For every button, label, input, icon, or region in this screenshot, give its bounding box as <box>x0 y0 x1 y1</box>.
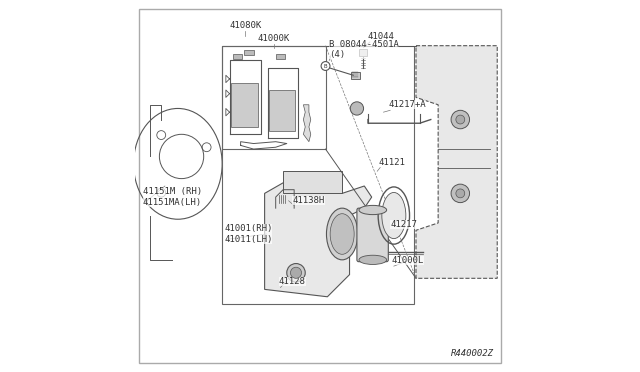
Text: B 08044-4501A
(4): B 08044-4501A (4) <box>329 40 399 59</box>
Text: 41000K: 41000K <box>258 34 290 43</box>
Text: 41138H: 41138H <box>292 196 324 205</box>
Ellipse shape <box>330 214 354 254</box>
Ellipse shape <box>359 205 387 215</box>
Circle shape <box>456 189 465 198</box>
Text: 41080K: 41080K <box>229 21 262 30</box>
Circle shape <box>451 110 470 129</box>
Text: 41151M (RH)
41151MA(LH): 41151M (RH) 41151MA(LH) <box>143 187 202 207</box>
Circle shape <box>350 102 364 115</box>
Text: 41121: 41121 <box>378 157 405 167</box>
Ellipse shape <box>382 192 406 238</box>
Polygon shape <box>416 46 497 278</box>
Text: 41044: 41044 <box>368 32 395 41</box>
Polygon shape <box>303 105 311 142</box>
FancyBboxPatch shape <box>359 49 367 56</box>
FancyBboxPatch shape <box>357 208 388 262</box>
Ellipse shape <box>326 208 358 260</box>
Bar <box>230 83 259 127</box>
Circle shape <box>321 62 330 70</box>
Text: 41128: 41128 <box>278 278 305 286</box>
Text: B: B <box>324 64 327 68</box>
Text: 41217+A: 41217+A <box>388 100 426 109</box>
Circle shape <box>291 267 301 278</box>
Bar <box>269 90 295 131</box>
Circle shape <box>287 263 305 282</box>
Polygon shape <box>283 171 342 193</box>
Text: R440002Z: R440002Z <box>451 349 493 358</box>
Text: 41217: 41217 <box>390 220 417 229</box>
FancyBboxPatch shape <box>139 9 501 363</box>
Ellipse shape <box>359 255 387 264</box>
Bar <box>276 54 285 59</box>
Text: 41000L: 41000L <box>392 256 424 265</box>
Polygon shape <box>264 179 372 297</box>
FancyBboxPatch shape <box>351 71 360 78</box>
Circle shape <box>456 115 465 124</box>
Circle shape <box>451 184 470 203</box>
Text: 41001(RH)
41011(LH): 41001(RH) 41011(LH) <box>224 224 273 244</box>
Bar <box>244 51 253 55</box>
Bar <box>233 54 243 59</box>
